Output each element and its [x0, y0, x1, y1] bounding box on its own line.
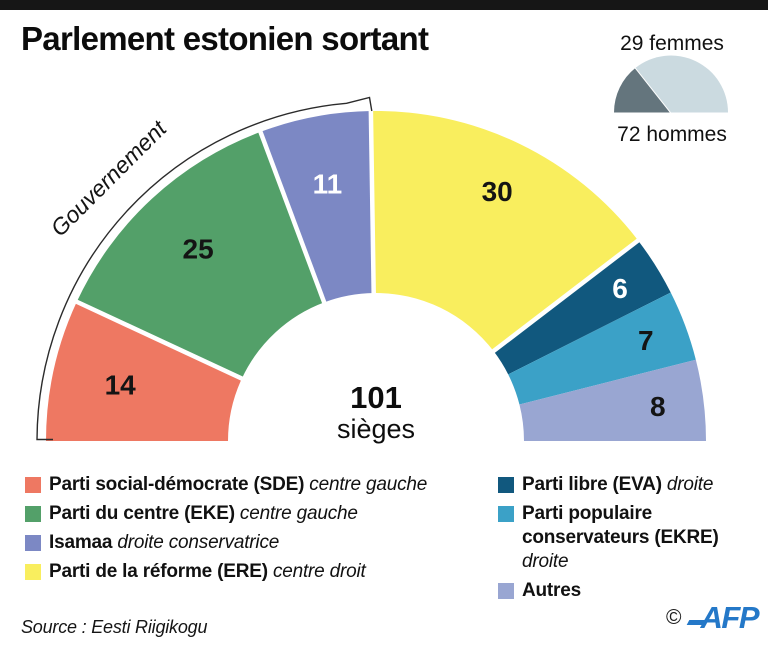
total-seats-unit: sièges [337, 414, 415, 444]
seat-count-EKE: 25 [183, 234, 214, 265]
legend-swatch [25, 535, 41, 551]
legend-text: Parti populaire conservateurs (EKRE) droi… [522, 502, 762, 574]
afp-logo: AFP [686, 600, 760, 635]
legend-party-name: Parti du centre (EKE) [49, 503, 235, 524]
legend-party-name: Parti social-démocrate (SDE) [49, 474, 305, 495]
top-bar [0, 0, 768, 10]
afp-logo-text: AFP [700, 600, 760, 635]
legend-left: Parti social-démocrate (SDE) centre gauc… [25, 473, 495, 589]
legend-swatch [25, 477, 41, 493]
gender-slice-0 [614, 67, 671, 113]
seat-count-Autres: 8 [650, 391, 666, 422]
legend-orientation: centre gauche [304, 474, 428, 495]
afp-logo-dash-icon [686, 619, 705, 625]
legend-right: Parti libre (EVA) droite Parti populaire … [498, 473, 762, 608]
segment-EVA [493, 240, 671, 375]
legend-party-name: Autres [522, 580, 581, 601]
seat-count-SDE: 14 [105, 369, 137, 400]
segment-EKRE [508, 292, 696, 405]
legend-swatch [25, 506, 41, 522]
legend-orientation: centre gauche [234, 503, 358, 524]
legend-swatch [25, 564, 41, 580]
segment-Isamaa [260, 111, 374, 303]
seat-count-ERE: 30 [482, 176, 513, 207]
legend-orientation: centre droit [267, 561, 366, 582]
segment-EKE [76, 131, 325, 379]
legend-orientation: droite [661, 474, 714, 495]
total-seats-value: 101 [350, 380, 402, 415]
segment-divider [368, 110, 376, 297]
legend-party-name: Isamaa [49, 532, 113, 553]
legend-item: Parti du centre (EKE) centre gauche [25, 502, 495, 526]
legend-text: Autres [522, 579, 581, 603]
legend-item: Parti de la réforme (ERE) centre droit [25, 560, 495, 584]
source-note: Source : Eesti Riigikogu [21, 617, 208, 637]
gender-divider [634, 66, 672, 114]
segment-SDE [46, 301, 242, 441]
gender-label-1: 72 hommes [617, 123, 727, 146]
legend-text: Parti du centre (EKE) centre gauche [49, 502, 358, 526]
legend-item: Parti libre (EVA) droite [498, 473, 762, 497]
page-title: Parlement estonien sortant [21, 20, 429, 57]
legend-text: Parti de la réforme (ERE) centre droit [49, 560, 366, 584]
legend-party-name: Parti libre (EVA) [522, 474, 662, 495]
gender-slice-1 [635, 55, 728, 113]
legend-text: Parti social-démocrate (SDE) centre gauc… [49, 473, 427, 497]
segment-divider [74, 299, 246, 382]
legend-text: Isamaa droite conservatrice [49, 531, 279, 555]
gender-label-0: 29 femmes [620, 32, 724, 55]
legend-swatch [498, 506, 514, 522]
gender-chart: 29 femmes 72 hommes [614, 32, 728, 146]
legend-swatch [498, 477, 514, 493]
segment-divider [489, 238, 641, 355]
legend-item: Parti social-démocrate (SDE) centre gauc… [25, 473, 495, 497]
segment-Autres [519, 359, 706, 441]
afp-credit: © AFP [666, 600, 760, 635]
legend-party-name: Parti populaire conservateurs (EKRE) [522, 503, 719, 548]
legend-item: Isamaa droite conservatrice [25, 531, 495, 555]
segment-divider [258, 130, 328, 306]
legend-orientation: droite conservatrice [112, 532, 280, 553]
copyright-symbol: © [666, 606, 682, 629]
seat-count-EKRE: 7 [638, 325, 654, 356]
legend-orientation: droite [522, 551, 569, 572]
legend-swatch [498, 583, 514, 599]
government-bracket [36, 96, 373, 441]
seat-count-Isamaa: 11 [313, 169, 343, 200]
seat-count-EVA: 6 [612, 273, 628, 304]
legend-item: Autres [498, 579, 762, 603]
legend-text: Parti libre (EVA) droite [522, 473, 713, 497]
legend-item: Parti populaire conservateurs (EKRE) droi… [498, 502, 762, 574]
legend-party-name: Parti de la réforme (ERE) [49, 561, 268, 582]
